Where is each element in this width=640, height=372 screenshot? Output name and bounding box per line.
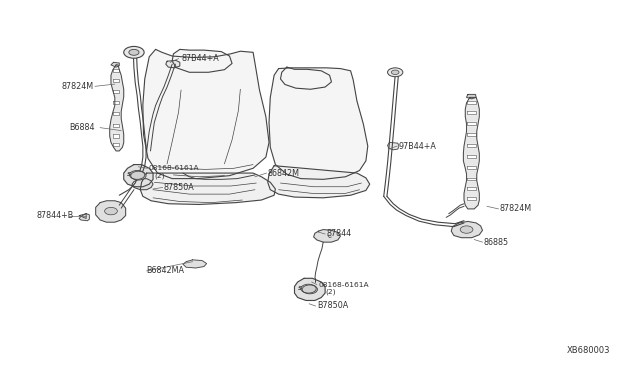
Polygon shape bbox=[467, 144, 476, 147]
Polygon shape bbox=[111, 62, 119, 67]
Text: 87824M: 87824M bbox=[500, 204, 532, 214]
Polygon shape bbox=[109, 65, 124, 151]
Polygon shape bbox=[140, 173, 275, 205]
Polygon shape bbox=[172, 49, 232, 72]
Circle shape bbox=[302, 285, 317, 294]
Circle shape bbox=[388, 68, 403, 77]
Polygon shape bbox=[294, 278, 325, 301]
Text: (2): (2) bbox=[325, 289, 336, 295]
Text: 87844+B: 87844+B bbox=[36, 211, 74, 220]
Polygon shape bbox=[314, 230, 340, 242]
Text: 97B44+A: 97B44+A bbox=[398, 142, 436, 151]
Polygon shape bbox=[113, 101, 119, 105]
Polygon shape bbox=[132, 179, 153, 190]
Polygon shape bbox=[467, 111, 476, 114]
Polygon shape bbox=[280, 67, 332, 89]
Polygon shape bbox=[451, 221, 483, 238]
Circle shape bbox=[129, 49, 139, 55]
Circle shape bbox=[131, 171, 146, 180]
Text: 08168-6161A: 08168-6161A bbox=[318, 282, 369, 288]
Polygon shape bbox=[268, 166, 370, 198]
Polygon shape bbox=[467, 166, 476, 169]
Text: 87B44+A: 87B44+A bbox=[181, 54, 219, 63]
Text: B6842MA: B6842MA bbox=[147, 266, 185, 275]
Text: 86885: 86885 bbox=[484, 238, 509, 247]
Polygon shape bbox=[113, 79, 119, 82]
Polygon shape bbox=[467, 187, 476, 190]
Polygon shape bbox=[467, 133, 476, 136]
Circle shape bbox=[104, 208, 117, 215]
Polygon shape bbox=[467, 177, 476, 180]
Text: S: S bbox=[127, 173, 131, 177]
Polygon shape bbox=[467, 122, 476, 125]
Polygon shape bbox=[467, 94, 476, 99]
Text: XB680003: XB680003 bbox=[566, 346, 610, 355]
Circle shape bbox=[460, 226, 473, 233]
Text: 87850A: 87850A bbox=[164, 183, 195, 192]
Polygon shape bbox=[143, 49, 269, 179]
Polygon shape bbox=[467, 101, 476, 104]
Polygon shape bbox=[113, 143, 119, 147]
Polygon shape bbox=[166, 61, 180, 68]
Text: S: S bbox=[298, 286, 303, 291]
Circle shape bbox=[124, 46, 144, 58]
Polygon shape bbox=[113, 124, 119, 127]
Text: 08168-6161A: 08168-6161A bbox=[148, 165, 199, 171]
Text: 87824M: 87824M bbox=[61, 82, 94, 91]
Circle shape bbox=[392, 70, 399, 74]
Polygon shape bbox=[124, 164, 153, 187]
Polygon shape bbox=[96, 201, 125, 222]
Text: (2): (2) bbox=[154, 172, 165, 179]
Text: 86842M: 86842M bbox=[268, 169, 300, 177]
Polygon shape bbox=[79, 214, 90, 221]
Polygon shape bbox=[113, 90, 119, 93]
Text: B7850A: B7850A bbox=[317, 301, 348, 311]
Polygon shape bbox=[467, 155, 476, 158]
Polygon shape bbox=[269, 68, 368, 179]
Polygon shape bbox=[113, 112, 119, 115]
Text: B6884: B6884 bbox=[70, 123, 95, 132]
Text: 87844: 87844 bbox=[326, 230, 351, 238]
Polygon shape bbox=[467, 197, 476, 200]
Polygon shape bbox=[463, 97, 479, 209]
Polygon shape bbox=[113, 134, 119, 138]
Polygon shape bbox=[113, 68, 119, 72]
Polygon shape bbox=[388, 142, 399, 150]
Polygon shape bbox=[183, 260, 207, 268]
